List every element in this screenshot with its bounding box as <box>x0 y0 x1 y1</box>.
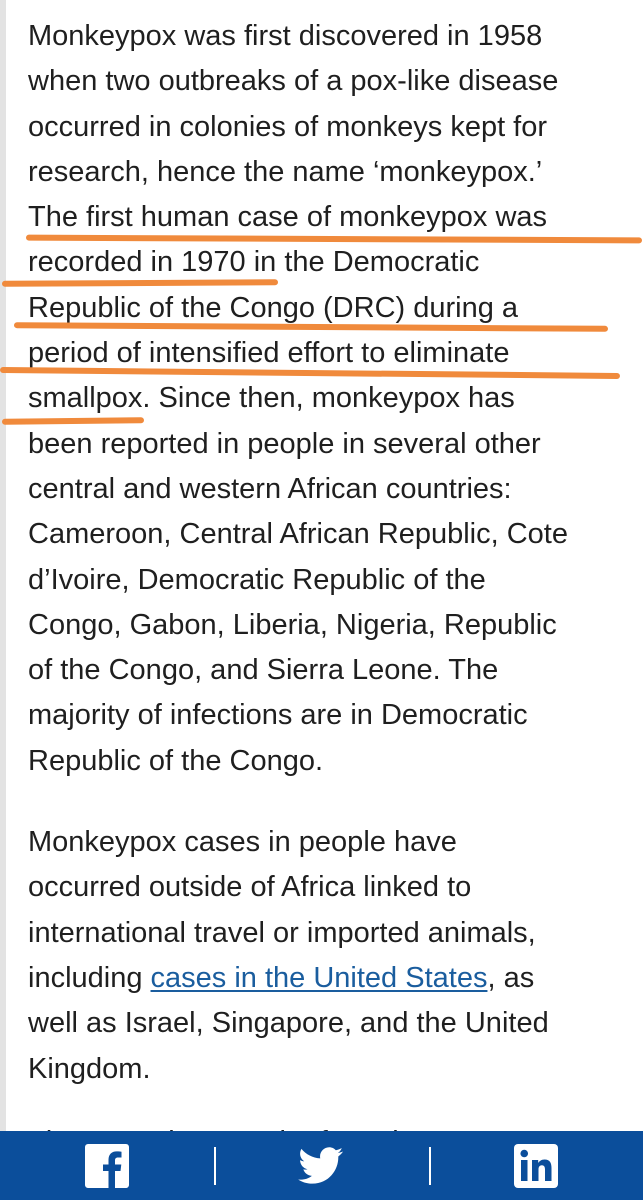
text-line: central and western African countries: <box>28 472 512 505</box>
paragraph-1: Monkeypox was first discovered in 1958 w… <box>28 14 628 784</box>
text-line: period of intensified effort to eliminat… <box>28 337 510 370</box>
text-line: recorded in 1970 in the Democratic <box>28 246 480 279</box>
text-line: majority of infections are in Democratic <box>28 699 528 732</box>
text-line: international travel or imported animals… <box>28 916 536 949</box>
text-line: d’Ivoire, Democratic Republic of the <box>28 563 486 596</box>
linkedin-icon <box>513 1143 558 1188</box>
facebook-share-button[interactable] <box>0 1131 214 1200</box>
article-body: Monkeypox was first discovered in 1958 w… <box>28 14 628 1092</box>
text-line: Monkeypox cases in people have <box>28 826 457 859</box>
text-fragment: including <box>28 961 151 994</box>
text-line: Cameroon, Central African Republic, Cote <box>28 518 568 551</box>
text-line: research, hence the name ‘monkeypox.’ <box>28 155 543 188</box>
text-line: when two outbreaks of a pox-like disease <box>28 65 559 98</box>
twitter-share-button[interactable] <box>214 1131 428 1200</box>
facebook-icon <box>85 1143 130 1188</box>
text-line: smallpox. Since then, monkeypox has <box>28 382 515 415</box>
linkedin-share-button[interactable] <box>428 1131 643 1200</box>
text-line: occurred outside of Africa linked to <box>28 871 472 904</box>
text-line: Congo, Gabon, Liberia, Nigeria, Republic <box>28 608 557 641</box>
us-cases-link[interactable]: cases in the United States <box>150 961 488 994</box>
text-line: Kingdom. <box>28 1052 151 1085</box>
text-fragment: , as <box>487 961 535 994</box>
text-line: Republic of the Congo (DRC) during a <box>28 291 519 324</box>
text-line: of the Congo, and Sierra Leone. The <box>28 654 499 687</box>
text-line-with-link: including cases in the United States, as <box>28 956 628 1001</box>
text-line: Republic of the Congo. <box>28 744 324 777</box>
text-line: Monkeypox was first discovered in 1958 <box>28 20 543 52</box>
text-line: occurred in colonies of monkeys kept for <box>28 110 548 143</box>
text-line: The first human case of monkeypox was <box>28 201 548 234</box>
twitter-icon <box>298 1146 344 1185</box>
share-bar <box>0 1131 643 1200</box>
left-border <box>0 0 6 1200</box>
text-line: well as Israel, Singapore, and the Unite… <box>28 1007 549 1040</box>
text-line: been reported in people in several other <box>28 427 541 460</box>
paragraph-2: Monkeypox cases in people have occurred … <box>28 820 628 1092</box>
